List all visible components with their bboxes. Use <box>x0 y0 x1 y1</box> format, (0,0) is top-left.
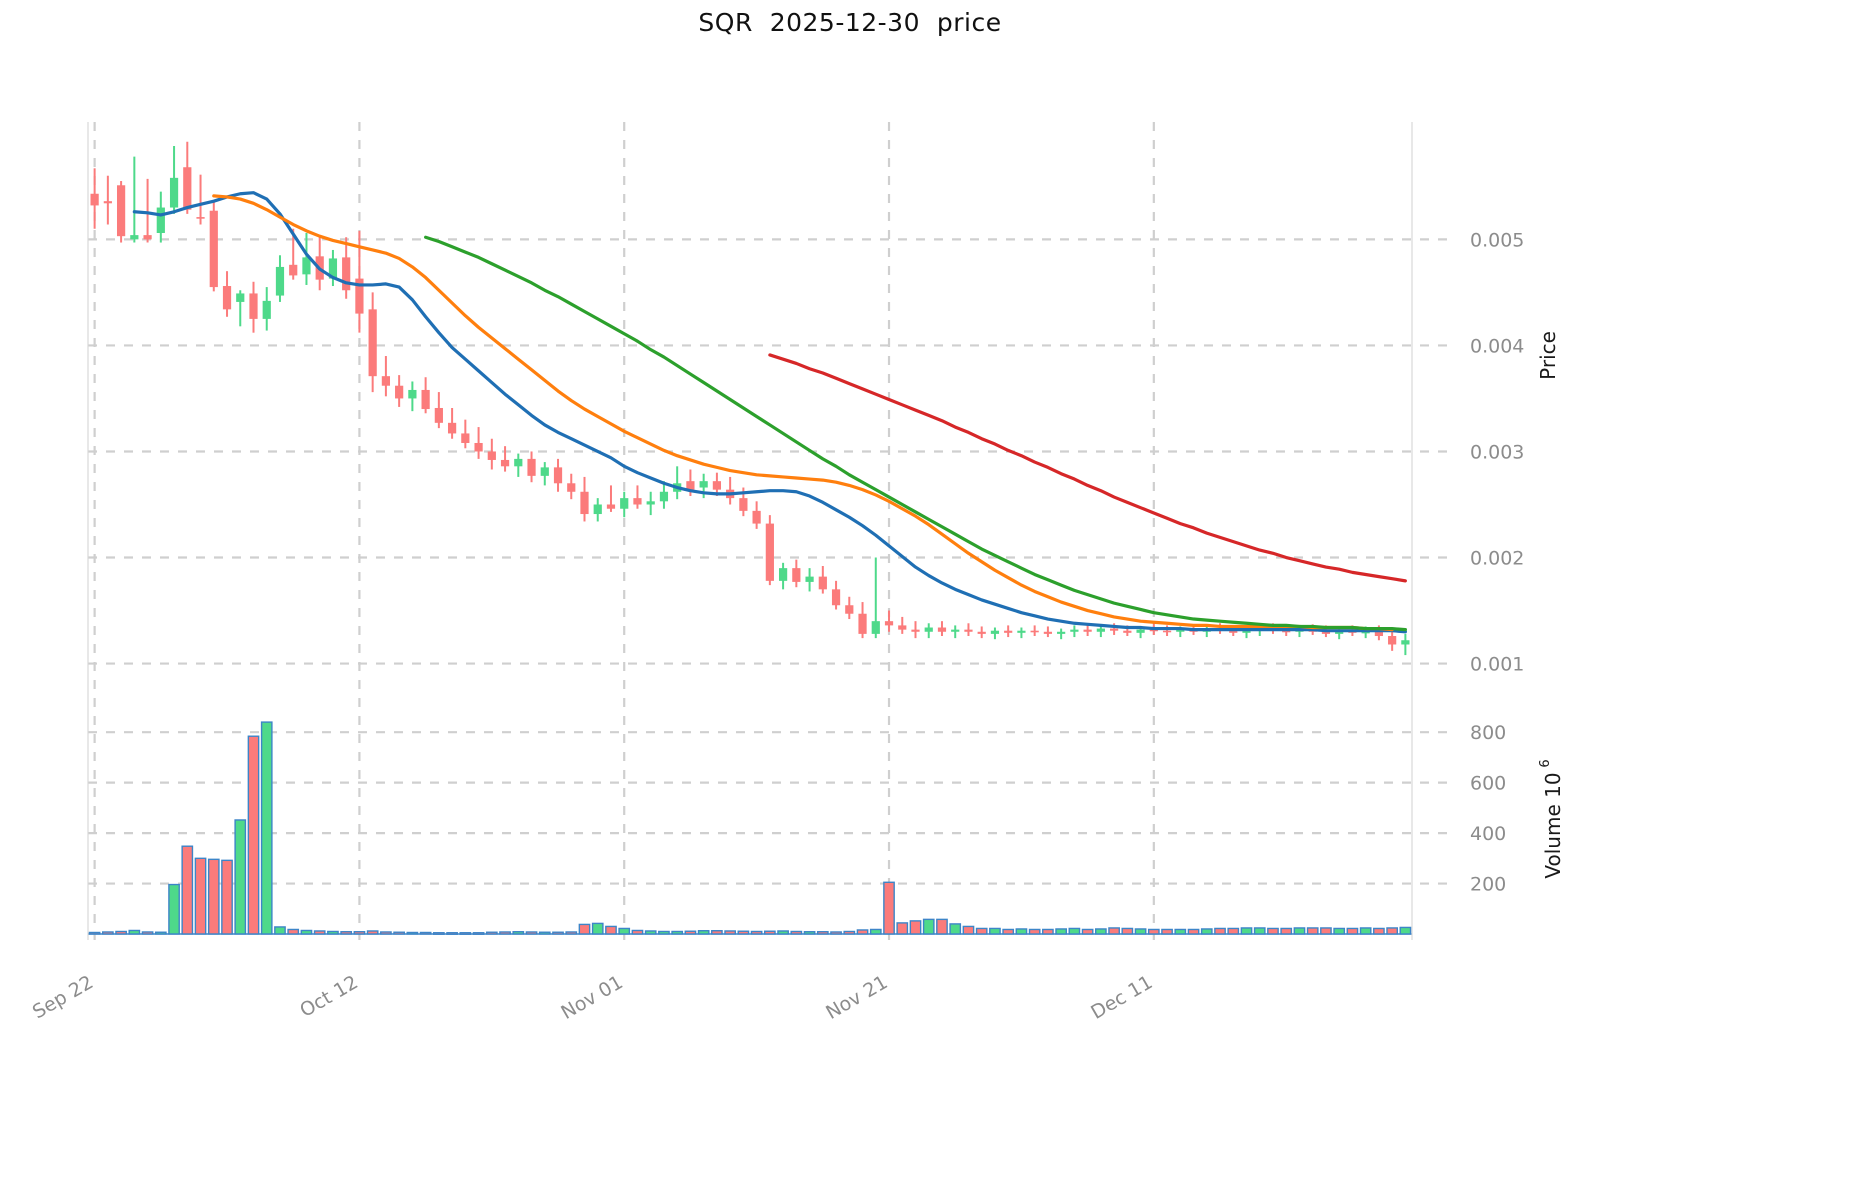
date-tick-label: Nov 21 <box>822 971 891 1024</box>
volume-tick-label: 200 <box>1470 874 1506 896</box>
price-axis: 0.005 0.004 0.003 0.002 0.001 <box>1470 229 1524 675</box>
price-candles <box>90 141 1410 656</box>
axis-titles: Price Volume 10 6 <box>1536 331 1565 879</box>
volume-axis: 200 400 600 800 <box>1470 722 1506 895</box>
date-tick-label: Nov 01 <box>557 971 626 1024</box>
volume-bars <box>88 721 1412 935</box>
moving-average-lines <box>132 191 1407 634</box>
price-tick-label: 0.002 <box>1470 548 1524 570</box>
price-axis-title: Price <box>1536 331 1560 380</box>
date-tick-label: Dec 11 <box>1087 971 1156 1024</box>
svg-text:6: 6 <box>1538 759 1553 767</box>
price-tick-label: 0.005 <box>1470 229 1524 251</box>
volume-tick-label: 800 <box>1470 722 1506 744</box>
gridlines <box>87 122 1452 940</box>
price-tick-label: 0.003 <box>1470 441 1524 463</box>
price-tick-label: 0.004 <box>1470 335 1524 357</box>
svg-text:Volume 10: Volume 10 <box>1541 772 1565 878</box>
price-tick-label: 0.001 <box>1470 654 1524 676</box>
volume-tick-label: 600 <box>1470 773 1506 795</box>
date-tick-label: Sep 22 <box>29 971 97 1023</box>
volume-tick-label: 400 <box>1470 823 1506 845</box>
chart-title: SQR 2025-12-30 price <box>698 8 1002 37</box>
date-axis: Sep 22 Oct 12 Nov 01 Nov 21 Dec 11 <box>29 971 1156 1024</box>
date-tick-label: Oct 12 <box>296 971 362 1022</box>
volume-axis-title: Volume 10 6 <box>1538 759 1565 878</box>
